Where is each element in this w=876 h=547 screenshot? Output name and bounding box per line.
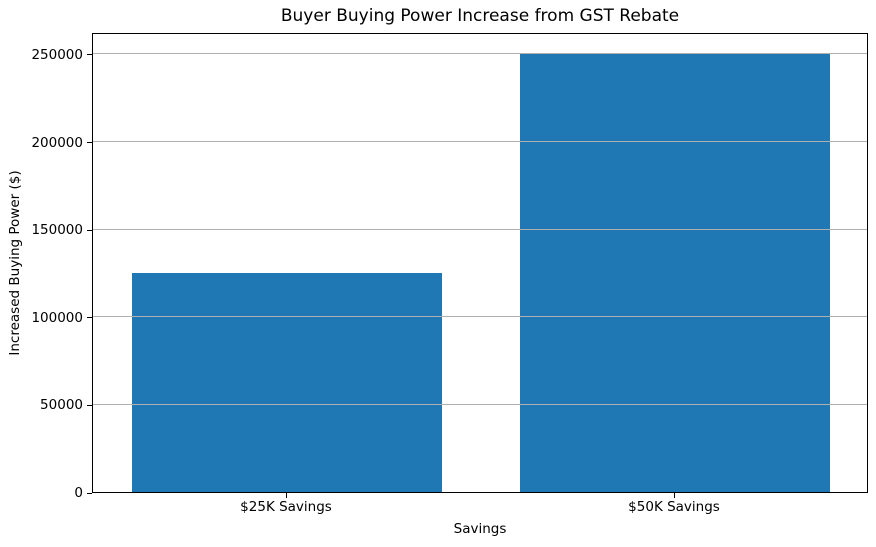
y-tick-label: 250000 [31,46,83,63]
y-tick-mark [87,404,92,406]
y-tick-label: 200000 [31,134,83,151]
gridline-y-150000 [93,228,867,230]
gridline-y-50000 [93,403,867,405]
y-tick-label: 100000 [31,309,83,326]
chart-title: Buyer Buying Power Increase from GST Reb… [280,6,680,26]
y-axis-label: Increased Buying Power ($) [7,170,23,356]
y-tick-mark [87,229,92,231]
x-tick-mark [285,493,287,498]
y-tick-mark [87,54,92,56]
y-tick-label: 50000 [40,397,83,414]
plot-area [92,33,868,493]
x-tick-label: $25K Savings [240,499,332,515]
y-tick-mark [87,142,92,144]
y-tick-label: 150000 [31,222,83,239]
y-tick-mark [87,317,92,319]
x-tick-mark [673,493,675,498]
gridline-y-250000 [93,53,867,55]
bar-2 [519,53,831,492]
x-axis-label: Savings [453,521,507,537]
bar-1 [131,272,443,492]
gridline-y-200000 [93,141,867,143]
x-tick-label: $50K Savings [628,499,720,515]
y-tick-mark [87,492,92,494]
y-tick-label: 0 [74,485,83,501]
gridline-y-100000 [93,316,867,318]
